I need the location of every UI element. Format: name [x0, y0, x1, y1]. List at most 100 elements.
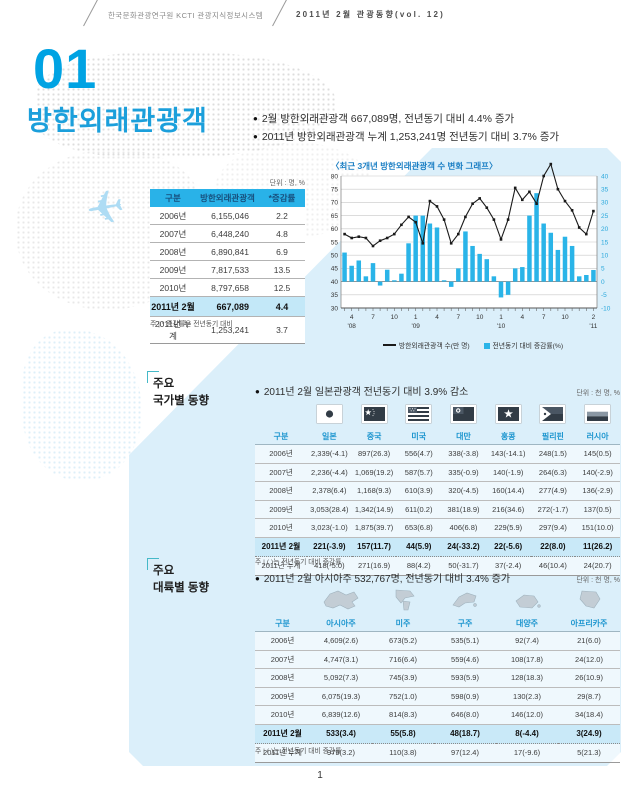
table-cell: 897(26.3)	[351, 444, 397, 464]
column-header: 아프리카주	[558, 615, 620, 632]
column-header: 아시아주	[310, 615, 372, 632]
table-cell: 108(17.8)	[496, 650, 558, 669]
table-cell: 160(14.4)	[485, 481, 531, 501]
column-header: 러시아	[575, 428, 620, 445]
table-cell: 140(-2.9)	[575, 463, 620, 482]
table-cell: 55(5.8)	[372, 724, 434, 744]
svg-text:2: 2	[592, 314, 596, 321]
growth-bar	[399, 273, 404, 282]
table-cell: 653(6.8)	[396, 518, 442, 538]
table-cell	[486, 400, 531, 428]
country-table: 구분 일본 중국 미국 대만 홍콩 필리핀 러시아 2006년 2,339(-4.1) 897(26…	[255, 400, 620, 576]
china-flag-icon	[361, 405, 387, 423]
svg-text:0: 0	[601, 279, 605, 286]
header-slash-mark	[83, 0, 100, 27]
table-row: 2008년 2,378(6.4) 1,168(9.3) 610(3.9) 320(-4.…	[255, 481, 620, 501]
table-cell: 4,609(2.6)	[310, 631, 372, 651]
table-cell	[255, 400, 307, 428]
svg-text:30: 30	[331, 305, 339, 312]
table-cell: 320(-4.5)	[441, 481, 486, 501]
table-cell: 2007년	[255, 650, 310, 669]
table-cell: 2007년	[150, 224, 196, 243]
table-cell: 2.2	[259, 207, 305, 225]
svg-text:4: 4	[435, 314, 439, 321]
table-cell: 1,069(19.2)	[351, 463, 397, 482]
table-header-row: 구분 아시아주 미주 구주 대양주 아프리카주	[255, 615, 620, 632]
growth-bar	[569, 245, 575, 282]
bar-legend-label: 전년동기 대비 증감률(%)	[492, 343, 564, 350]
table-cell: 22(-5.6)	[485, 537, 531, 557]
growth-bar	[520, 267, 525, 282]
country-section-bullet: ● 2011년 2월 일본관광객 전년동기 대비 3.9% 감소	[255, 387, 469, 398]
svg-text:40: 40	[601, 173, 609, 180]
growth-bar	[512, 268, 518, 282]
svg-text:4: 4	[350, 314, 354, 321]
growth-bar	[413, 215, 418, 282]
table-cell: 4.4	[259, 296, 305, 317]
table-cell	[255, 587, 310, 615]
svg-text:5: 5	[601, 266, 605, 273]
table-cell: 745(3.9)	[372, 668, 434, 688]
table-cell: 221(-3.9)	[307, 537, 352, 557]
page-number: 1	[317, 770, 323, 781]
table-cell: 6,155,046	[196, 207, 259, 225]
page-title: 방한외래관광객	[27, 106, 208, 136]
table-cell: 21(6.0)	[558, 631, 620, 651]
overview-bullet: ● 2월 방한외래관광객 667,089명, 전년동기 대비 4.4% 증가	[253, 113, 515, 125]
chart-title: 〈최근 3개년 방한외래관광객 수 변화 그래프〉	[331, 161, 497, 171]
table-row: 2007년 2,236(-4.4) 1,069(19.2) 587(5.7) 335(-…	[255, 463, 620, 482]
russia-flag-icon	[585, 405, 611, 423]
growth-bar	[427, 223, 433, 282]
table-cell: 37(-2.4)	[485, 556, 531, 576]
table-cell: 7,817,533	[196, 260, 259, 279]
table-cell: 24(-33.2)	[441, 537, 486, 557]
table-cell: 716(6.4)	[372, 650, 434, 669]
table-cell: 1,342(14.9)	[351, 500, 397, 519]
table-cell: 2011년 2월	[255, 537, 308, 557]
continent-table: 구분 아시아주 미주 구주 대양주 아프리카주 2006년 4,609(2.6) 673(5.2…	[255, 587, 620, 763]
table-cell	[575, 400, 620, 428]
table-cell: 535(5.1)	[434, 631, 496, 651]
table-cell: 272(-1.7)	[530, 500, 576, 519]
column-header: 구분	[255, 615, 310, 632]
unit-label: 단위 : 천 명, %	[576, 577, 620, 584]
svg-text:35: 35	[601, 187, 609, 194]
svg-text:7: 7	[542, 314, 546, 321]
growth-bar	[534, 193, 539, 282]
growth-bar	[384, 269, 390, 282]
svg-text:55: 55	[331, 239, 339, 246]
growth-bar	[576, 276, 582, 282]
table-row: 2010년 6,839(12.6) 814(8.3) 646(8.0) 146(12.0…	[255, 705, 620, 725]
philippines-flag-icon	[540, 405, 566, 423]
line-legend-swatch	[382, 344, 396, 346]
table-cell: 8(-4.4)	[496, 724, 558, 744]
column-header: 미국	[396, 428, 442, 445]
growth-bar	[349, 265, 354, 282]
unit-label: 단위 : 명, %	[269, 180, 305, 187]
oceania-map-icon	[511, 590, 543, 610]
table-cell: 2010년	[150, 278, 196, 297]
table-cell: 2006년	[255, 444, 308, 464]
table-cell: 979(3.2)	[310, 743, 372, 763]
table-cell: 48(18.7)	[434, 724, 496, 744]
table-cell: 814(8.3)	[372, 705, 434, 725]
growth-bar	[441, 280, 447, 282]
table-cell: 2008년	[150, 242, 196, 261]
growth-bar	[434, 227, 440, 282]
table-row: 2010년 8,797,658 12.5	[150, 278, 305, 297]
svg-text:60: 60	[331, 226, 339, 233]
summary-table: 구분 방한외래관광객 *증감률 2006년 6,155,046 2.2 2007년 6,448…	[150, 189, 305, 344]
table-cell: 248(1.5)	[530, 444, 576, 464]
table-row: 2011년 2월 533(3.4) 55(5.8) 48(18.7) 8(-4.4) 3(…	[255, 724, 620, 744]
table-row: 2007년 4,747(3.1) 716(6.4) 559(4.6) 108(17.8)…	[255, 650, 620, 669]
column-header: 중국	[351, 428, 397, 445]
column-header: 대만	[441, 428, 486, 445]
table-cell: 1,168(9.3)	[351, 481, 397, 501]
table-cell: 4.8	[259, 224, 305, 243]
svg-text:50: 50	[331, 253, 339, 260]
continent-section-bullet: ● 2011년 2월 아시아주 532,767명, 전년동기 대비 3.4% 증가	[255, 574, 511, 585]
table-cell: 2008년	[255, 481, 308, 501]
table-cell: 24(20.7)	[575, 556, 620, 576]
continent-section-label: 주요 대륙별 동향	[153, 565, 210, 594]
